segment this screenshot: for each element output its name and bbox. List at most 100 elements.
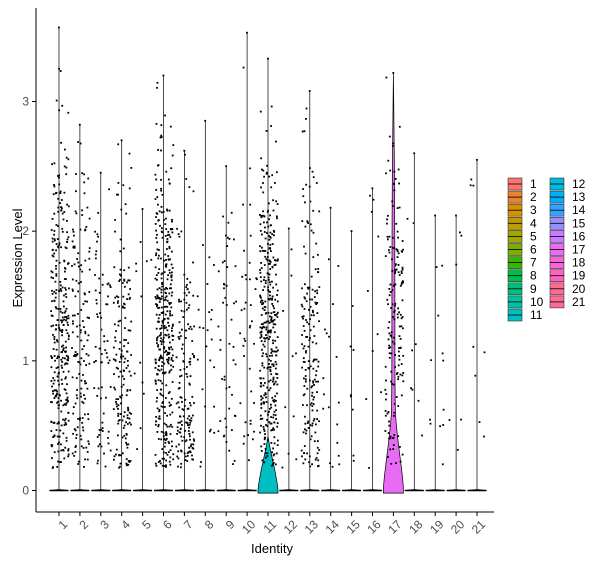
data-point: [387, 432, 390, 434]
data-point: [441, 463, 444, 466]
data-point: [191, 353, 194, 355]
x-tick-label-3: 3: [97, 517, 112, 532]
data-point: [264, 282, 267, 284]
data-point: [56, 340, 59, 343]
data-point: [263, 461, 266, 464]
data-point: [80, 379, 83, 382]
data-point: [304, 369, 307, 371]
data-point: [67, 455, 70, 458]
data-point: [124, 357, 127, 360]
data-point: [412, 222, 415, 225]
data-point: [270, 316, 273, 318]
data-point: [322, 377, 325, 380]
data-point: [155, 229, 157, 232]
data-point: [179, 369, 182, 371]
data-point: [157, 257, 160, 260]
data-point: [63, 191, 66, 194]
data-point: [392, 383, 395, 386]
data-point: [197, 308, 200, 311]
data-point: [123, 424, 126, 427]
data-point: [123, 411, 126, 414]
data-point: [186, 278, 189, 280]
data-point: [58, 441, 60, 444]
data-point: [175, 356, 178, 359]
data-point: [397, 307, 399, 310]
data-point: [154, 198, 157, 200]
data-point: [277, 439, 279, 442]
data-point: [162, 74, 165, 77]
legend-item-13: 13: [549, 190, 586, 204]
data-point: [57, 372, 60, 375]
data-point: [263, 443, 266, 445]
data-point: [119, 273, 121, 276]
data-point: [96, 233, 99, 236]
legend-item-9: 9: [507, 282, 537, 296]
data-point: [80, 387, 83, 390]
data-point: [306, 321, 308, 324]
data-point: [166, 310, 169, 313]
data-point: [81, 400, 84, 403]
data-point: [79, 142, 82, 145]
data-point: [262, 289, 264, 291]
data-point: [265, 401, 268, 403]
data-point: [275, 259, 277, 262]
data-point: [171, 271, 173, 274]
legend-label-7: 7: [530, 256, 537, 270]
data-point: [265, 258, 268, 260]
data-point: [312, 256, 315, 258]
data-point: [163, 299, 166, 302]
data-point: [119, 370, 122, 373]
data-point: [260, 395, 262, 398]
data-point: [71, 331, 74, 334]
points-10: [239, 31, 258, 462]
data-point: [394, 272, 396, 274]
data-point: [165, 170, 168, 173]
data-point: [188, 423, 191, 426]
data-point: [310, 275, 313, 278]
data-point: [65, 376, 67, 379]
data-point: [270, 406, 273, 409]
data-point: [244, 274, 247, 276]
data-point: [176, 426, 179, 429]
data-point: [349, 394, 352, 397]
data-point: [311, 391, 314, 394]
data-point: [179, 415, 181, 418]
x-tick-label-7: 7: [181, 517, 196, 532]
data-point: [74, 402, 77, 405]
data-point: [60, 449, 63, 452]
data-point: [301, 343, 303, 346]
data-point: [67, 370, 70, 373]
data-point: [185, 329, 188, 332]
data-point: [101, 283, 104, 286]
data-point: [222, 301, 224, 304]
data-point: [311, 394, 313, 397]
data-point: [84, 413, 86, 416]
data-point: [75, 279, 78, 282]
data-point: [267, 331, 270, 333]
data-point: [292, 415, 295, 418]
violin-6: [153, 75, 174, 491]
data-point: [400, 363, 403, 365]
data-point: [126, 443, 128, 446]
data-point: [189, 281, 192, 284]
data-point: [160, 332, 162, 334]
data-point: [295, 352, 297, 355]
data-point: [178, 443, 180, 446]
data-point: [67, 453, 70, 456]
data-point: [270, 105, 273, 108]
data-point: [227, 221, 230, 224]
data-point: [317, 440, 319, 442]
data-point: [277, 349, 279, 352]
data-point: [158, 301, 161, 303]
data-point: [156, 407, 159, 410]
data-point: [270, 429, 273, 432]
data-point: [165, 452, 167, 454]
data-point: [122, 427, 125, 429]
data-point: [193, 325, 195, 328]
data-point: [162, 451, 165, 454]
data-point: [188, 304, 191, 307]
data-point: [157, 272, 160, 274]
data-point: [59, 202, 62, 204]
data-point: [164, 439, 167, 441]
data-point: [167, 258, 170, 261]
